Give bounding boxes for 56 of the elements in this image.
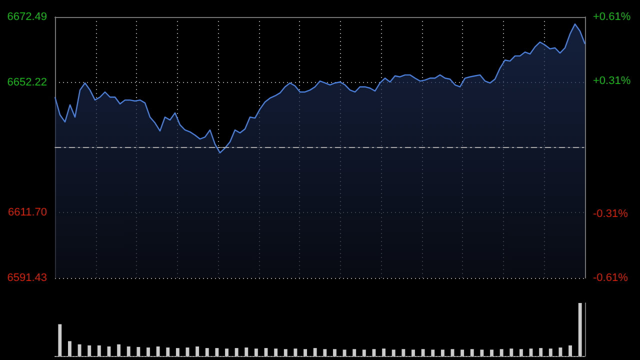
bar <box>539 348 543 356</box>
bar <box>548 348 552 356</box>
y2-tick-label: +0.61% <box>593 11 631 23</box>
bar <box>274 348 278 356</box>
bar <box>313 348 317 356</box>
bar <box>490 350 494 356</box>
bar <box>254 348 258 356</box>
bar <box>352 349 356 356</box>
bar <box>470 349 474 356</box>
bar <box>519 349 523 356</box>
bar <box>196 346 200 356</box>
y-tick-label: 6611.70 <box>8 206 47 219</box>
bar <box>68 341 72 356</box>
bar <box>205 348 209 356</box>
bar <box>382 348 386 356</box>
bar <box>146 348 150 356</box>
bar <box>88 345 92 356</box>
bar <box>136 346 140 356</box>
bar <box>402 349 406 356</box>
bar <box>480 350 484 356</box>
y-tick-label: 6652.22 <box>7 76 47 88</box>
bar <box>225 348 228 356</box>
bar <box>558 348 562 356</box>
y2-tick-label: -0.31% <box>593 208 628 220</box>
bar <box>500 349 504 356</box>
bar <box>304 349 307 356</box>
bar <box>176 348 180 356</box>
bar <box>215 348 219 356</box>
bar <box>510 348 514 356</box>
bar <box>342 350 346 356</box>
bar <box>362 350 366 356</box>
bar <box>421 349 425 356</box>
y-tick-label: 6591.43 <box>7 272 47 284</box>
y-tick-label: 6672.49 <box>7 11 47 23</box>
bar <box>156 346 160 356</box>
bar <box>333 349 336 356</box>
bar <box>58 324 62 356</box>
bar <box>431 350 435 356</box>
bar <box>392 350 396 356</box>
bar <box>284 349 288 356</box>
bar <box>578 303 582 356</box>
bar <box>97 345 101 356</box>
bar <box>78 344 82 356</box>
bar <box>323 349 327 356</box>
bar <box>568 345 572 356</box>
bar <box>234 348 238 356</box>
bar <box>412 350 415 356</box>
bar <box>126 346 130 356</box>
y2-tick-label: +0.31% <box>593 75 631 88</box>
bar <box>244 348 248 356</box>
bar <box>294 348 298 356</box>
bar <box>117 344 121 356</box>
bar <box>440 350 444 356</box>
y2-tick-label: -0.61% <box>593 272 628 284</box>
bar <box>166 348 170 356</box>
bar <box>460 350 464 356</box>
